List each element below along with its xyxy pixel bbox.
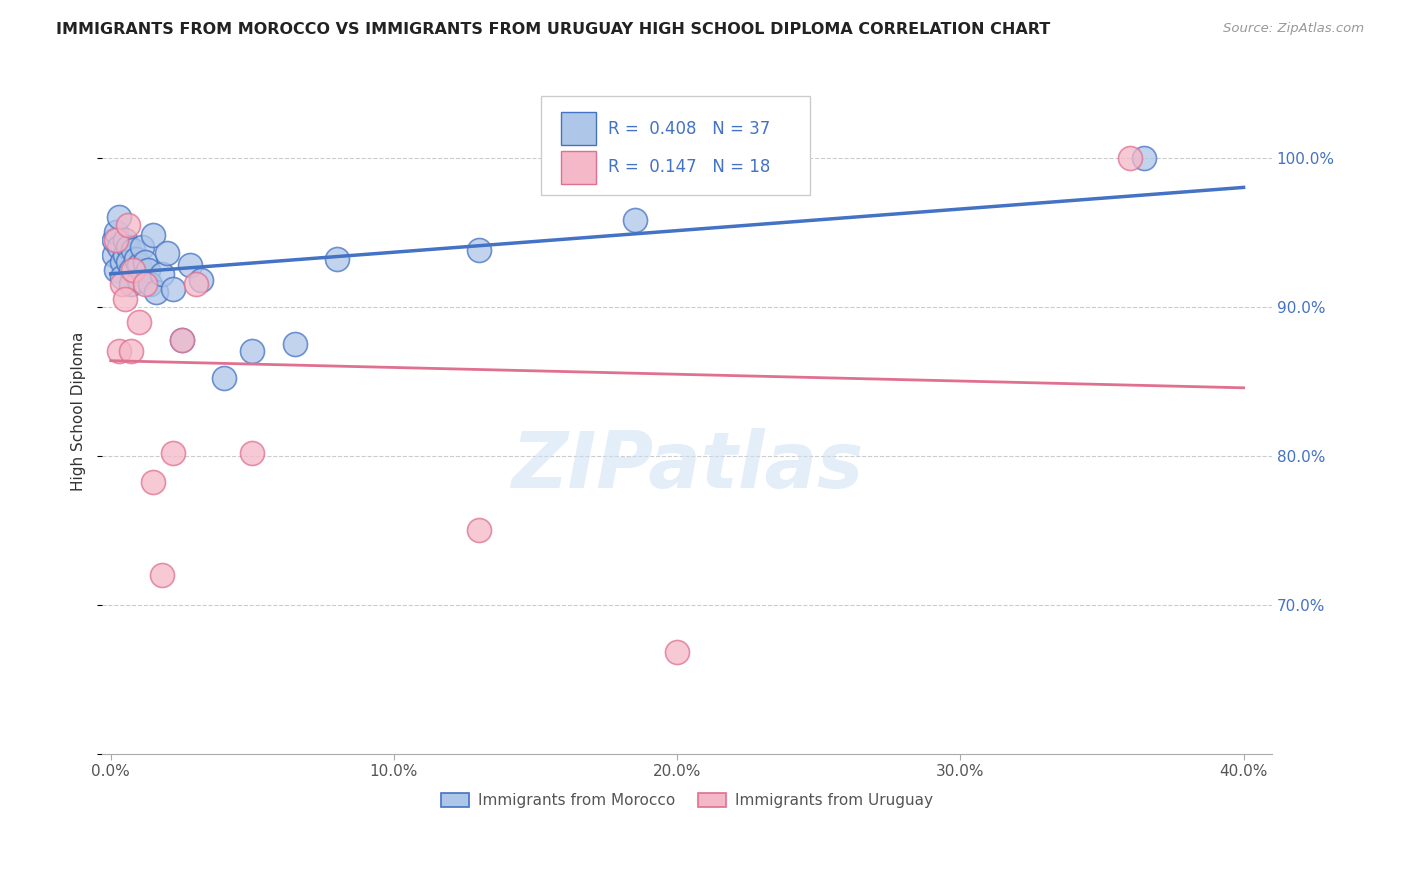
- Point: [162, 282, 184, 296]
- Point: [117, 240, 139, 254]
- Point: [162, 446, 184, 460]
- Point: [240, 446, 263, 460]
- Point: [117, 255, 139, 269]
- Point: [136, 262, 159, 277]
- Point: [170, 333, 193, 347]
- Point: [145, 285, 167, 299]
- Text: Source: ZipAtlas.com: Source: ZipAtlas.com: [1223, 22, 1364, 36]
- Point: [128, 315, 150, 329]
- Point: [128, 273, 150, 287]
- Point: [284, 337, 307, 351]
- Point: [134, 255, 156, 269]
- FancyBboxPatch shape: [561, 151, 596, 184]
- Point: [103, 247, 125, 261]
- Point: [117, 218, 139, 232]
- Point: [108, 211, 131, 225]
- Point: [114, 233, 136, 247]
- Point: [623, 213, 645, 227]
- Point: [114, 247, 136, 261]
- Point: [1119, 151, 1142, 165]
- Point: [212, 371, 235, 385]
- Point: [468, 243, 491, 257]
- Point: [111, 255, 134, 269]
- Text: R =  0.408   N = 37: R = 0.408 N = 37: [607, 120, 769, 137]
- Point: [111, 277, 134, 292]
- Point: [108, 240, 131, 254]
- Text: IMMIGRANTS FROM MOROCCO VS IMMIGRANTS FROM URUGUAY HIGH SCHOOL DIPLOMA CORRELATI: IMMIGRANTS FROM MOROCCO VS IMMIGRANTS FR…: [56, 22, 1050, 37]
- Legend: Immigrants from Morocco, Immigrants from Uruguay: Immigrants from Morocco, Immigrants from…: [436, 787, 939, 814]
- Point: [120, 344, 142, 359]
- Point: [150, 567, 173, 582]
- Point: [105, 225, 128, 239]
- Text: R =  0.147   N = 18: R = 0.147 N = 18: [607, 158, 770, 176]
- Point: [120, 277, 142, 292]
- Point: [190, 273, 212, 287]
- Point: [326, 252, 349, 267]
- Point: [103, 233, 125, 247]
- Point: [240, 344, 263, 359]
- Point: [134, 277, 156, 292]
- Point: [114, 293, 136, 307]
- Point: [184, 277, 207, 292]
- Point: [120, 262, 142, 277]
- Text: ZIPatlas: ZIPatlas: [510, 428, 863, 504]
- Point: [142, 475, 165, 490]
- Point: [108, 344, 131, 359]
- Point: [468, 523, 491, 537]
- Point: [666, 645, 689, 659]
- Point: [105, 233, 128, 247]
- Point: [156, 246, 179, 260]
- Point: [150, 267, 173, 281]
- FancyBboxPatch shape: [541, 96, 810, 195]
- Point: [122, 243, 145, 257]
- Point: [111, 270, 134, 285]
- Point: [139, 277, 162, 292]
- Point: [122, 262, 145, 277]
- Point: [128, 258, 150, 272]
- Point: [131, 240, 153, 254]
- Y-axis label: High School Diploma: High School Diploma: [72, 331, 86, 491]
- FancyBboxPatch shape: [561, 112, 596, 145]
- Point: [142, 228, 165, 243]
- Point: [179, 258, 201, 272]
- Point: [105, 262, 128, 277]
- Point: [1133, 151, 1156, 165]
- Point: [125, 252, 148, 267]
- Point: [170, 333, 193, 347]
